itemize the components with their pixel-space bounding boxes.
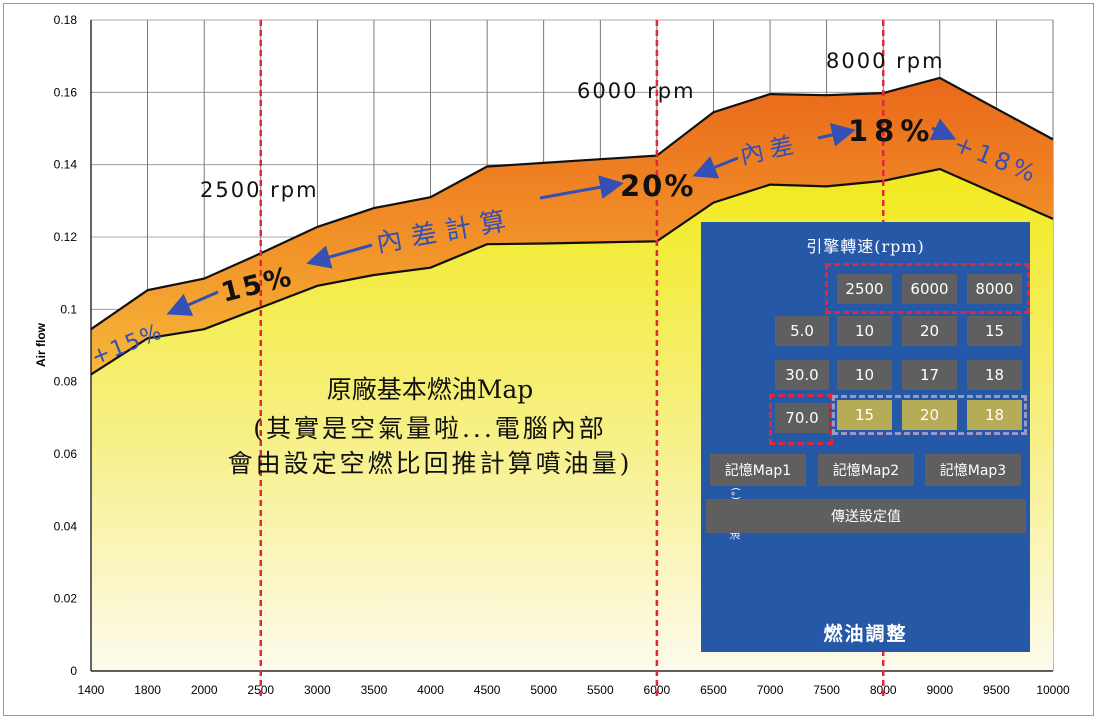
x-tick-label: 7500 [813,683,840,697]
diff-arrows [166,118,957,316]
pct-18-label: 18% [848,114,935,148]
throttle-70-highlight [769,394,833,445]
x-tick-label: 3500 [361,683,388,697]
x-tick-label: 5500 [587,683,614,697]
base-map-title: 原廠基本燃油Map [327,375,534,404]
map-cell-70-8000[interactable]: 18 [967,400,1022,430]
panel-title: 引擎轉速(rpm) [806,237,925,256]
fuel-adjust-panel: 引擎轉速(rpm) 油門開度(°) 2500 6000 8000 5.0 10 … [701,222,1030,652]
map-cell-5-2500[interactable]: 10 [837,316,892,346]
throttle-70[interactable]: 70.0 [775,403,829,433]
series-base-line [90,167,1054,376]
x-tick-label: 10000 [1036,683,1070,697]
x-tick-label: 7000 [757,683,784,697]
x-tick-label: 1400 [78,683,105,697]
y-tick-label: 0.06 [54,447,78,461]
memory-map1-button[interactable]: 記憶Map1 [710,454,806,486]
x-tick-label: 9500 [983,683,1010,697]
arrow-calc-to-15 [306,243,373,269]
x-tick-label: 2000 [191,683,218,697]
adjusted-band-area [91,77,1053,375]
y-tick-label: 0.04 [54,519,78,533]
x-tick-label: 5000 [530,683,557,697]
map-cell-30-2500[interactable]: 10 [837,360,892,390]
y-tick-label: 0.1 [60,302,77,316]
arrow-calc-to-20 [539,175,624,200]
memory-map3-button[interactable]: 記憶Map3 [925,454,1021,486]
send-settings-button[interactable]: 傳送設定值 [706,499,1026,533]
arrow-diff-to-18 [817,123,856,147]
x-tick-label: 3000 [304,683,331,697]
x-tick-label: 6500 [700,683,727,697]
memory-map2-button[interactable]: 記憶Map2 [818,454,914,486]
rpm-header-highlight [825,263,1030,314]
x-tick-label: 1800 [134,683,161,697]
x-tick-label: 4500 [474,683,501,697]
panel-footer-title: 燃油調整 [823,623,908,645]
y-tick-label: 0.18 [54,13,78,27]
y-axis-label: Air flow [34,322,48,367]
throttle-5[interactable]: 5.0 [775,316,829,346]
y-tick-label: 0.12 [54,230,78,244]
rpm-header-8000[interactable]: 8000 [967,274,1022,304]
pct-20-label: 20% [620,169,695,203]
map-cell-5-8000[interactable]: 15 [967,316,1022,346]
y-tick-label: 0.02 [54,592,78,606]
rpm-6000-label: 6000 rpm [577,79,696,103]
y-tick-label: 0.14 [54,158,78,172]
x-tick-label: 4000 [417,683,444,697]
rpm-2500-label: 2500 rpm [200,178,319,202]
rpm-header-6000[interactable]: 6000 [902,274,957,304]
map-cell-70-6000[interactable]: 20 [902,400,957,430]
y-tick-label: 0.08 [54,375,78,389]
arrow-18-to-plus18 [929,118,957,141]
map-cell-30-8000[interactable]: 18 [967,360,1022,390]
throttle-30[interactable]: 30.0 [775,360,829,390]
map-cell-70-2500[interactable]: 15 [837,400,892,430]
y-tick-label: 0.16 [54,85,78,99]
chart-frame [3,3,1094,716]
base-map-note-1: (其實是空氣量啦...電腦內部 [253,414,607,443]
row-70-highlight [832,395,1027,435]
y-tick-label: 0 [70,664,77,678]
map-cell-5-6000[interactable]: 20 [902,316,957,346]
x-tick-label: 9000 [926,683,953,697]
map-cell-30-6000[interactable]: 17 [902,360,957,390]
arrow-diff-to-20 [692,156,739,179]
rpm-header-2500[interactable]: 2500 [837,274,892,304]
series-adjusted-line [90,76,1054,331]
arrow-15-to-plus15 [166,290,219,316]
base-map-note-2: 會由設定空燃比回推計算噴油量) [228,449,633,478]
rpm-8000-label: 8000 rpm [826,49,945,73]
